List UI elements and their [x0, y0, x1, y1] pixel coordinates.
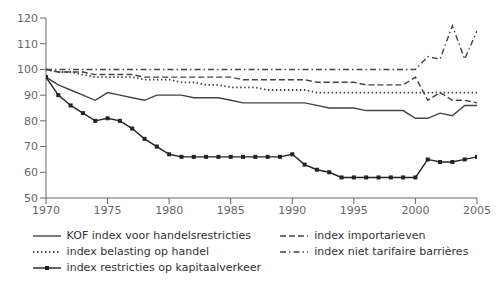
- svg-text:1970: 1970: [32, 204, 60, 217]
- svg-text:1985: 1985: [217, 204, 245, 217]
- html-text:index importarieven: index importarieven: [314, 229, 426, 242]
- svg-text:1975: 1975: [94, 204, 122, 217]
- html-text:index restricties op kapitaalv: index restricties op kapitaalverkeer: [66, 261, 262, 274]
- svg-text:60: 60: [24, 166, 38, 179]
- svg-text:100: 100: [17, 63, 38, 76]
- svg-text:1980: 1980: [155, 204, 183, 217]
- svg-text:50: 50: [24, 192, 38, 205]
- html-text:index belasting op handel: index belasting op handel: [66, 245, 209, 258]
- svg-text:1990: 1990: [278, 204, 306, 217]
- svg-text:120: 120: [17, 12, 38, 25]
- svg-text:2005: 2005: [463, 204, 491, 217]
- svg-text:70: 70: [24, 140, 38, 153]
- html-text:KOF index voor handelsrestrict: KOF index voor handelsrestricties: [66, 229, 252, 242]
- svg-text:90: 90: [24, 89, 38, 102]
- html-text:index niet tarifaire barrières: index niet tarifaire barrières: [314, 245, 469, 258]
- svg-text:110: 110: [17, 38, 38, 51]
- svg-text:1995: 1995: [340, 204, 368, 217]
- svg-text:2000: 2000: [401, 204, 429, 217]
- svg-text:80: 80: [24, 115, 38, 128]
